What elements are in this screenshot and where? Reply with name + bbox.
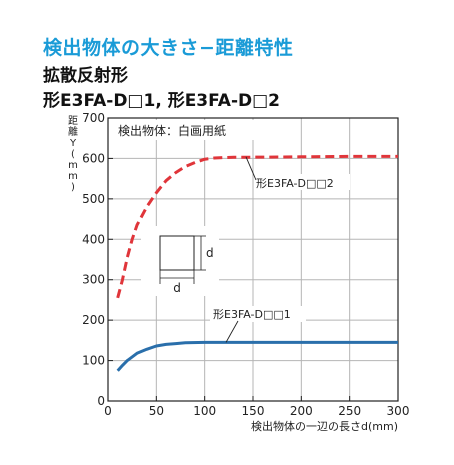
y-tick-label: 500 [82, 192, 105, 206]
y-tick-label: 100 [82, 354, 105, 368]
series-leader-line [245, 156, 257, 181]
series-label-background [210, 306, 306, 322]
y-tick-label: 200 [82, 313, 105, 327]
x-axis-label: 検出物体の一辺の長さd(mm) [251, 419, 398, 433]
x-tick-label: 0 [104, 404, 112, 418]
y-tick-label: 600 [82, 151, 105, 165]
inset-label: d [173, 281, 181, 295]
series-label-d2: 形E3FA-D□□2 [256, 177, 334, 190]
condition-label: 検出物体：白画用紙 [118, 123, 226, 138]
x-tick-label: 150 [242, 404, 265, 418]
chart-subtitle: 拡散反射形 [43, 66, 128, 86]
chart-title: 検出物体の大きさ−距離特性 [43, 37, 294, 59]
series-label-background [254, 174, 350, 190]
y-tick-label: 300 [82, 273, 105, 287]
x-tick-label: 200 [290, 404, 313, 418]
inset-diagram-background [141, 226, 219, 296]
x-tick-label: 250 [338, 404, 361, 418]
model-names: 形E3FA-D□1, 形E3FA-D□2 [43, 91, 281, 111]
y-axis-label: 距離 Y(m m) [68, 115, 78, 193]
x-tick-label: 50 [149, 404, 164, 418]
inset-square [159, 235, 195, 271]
y-tick-label: 700 [82, 111, 105, 125]
x-tick-label: 100 [193, 404, 216, 418]
series-line-d2 [116, 154, 398, 299]
y-tick-label: 400 [82, 232, 105, 246]
series-leader-line [225, 320, 239, 343]
series-line-d1 [116, 340, 398, 372]
condition-box [113, 120, 261, 140]
series-label-d1: 形E3FA-D□□1 [213, 308, 291, 321]
y-tick-label: 0 [97, 394, 105, 408]
inset-label: d [206, 246, 214, 260]
x-tick-label: 300 [387, 404, 410, 418]
